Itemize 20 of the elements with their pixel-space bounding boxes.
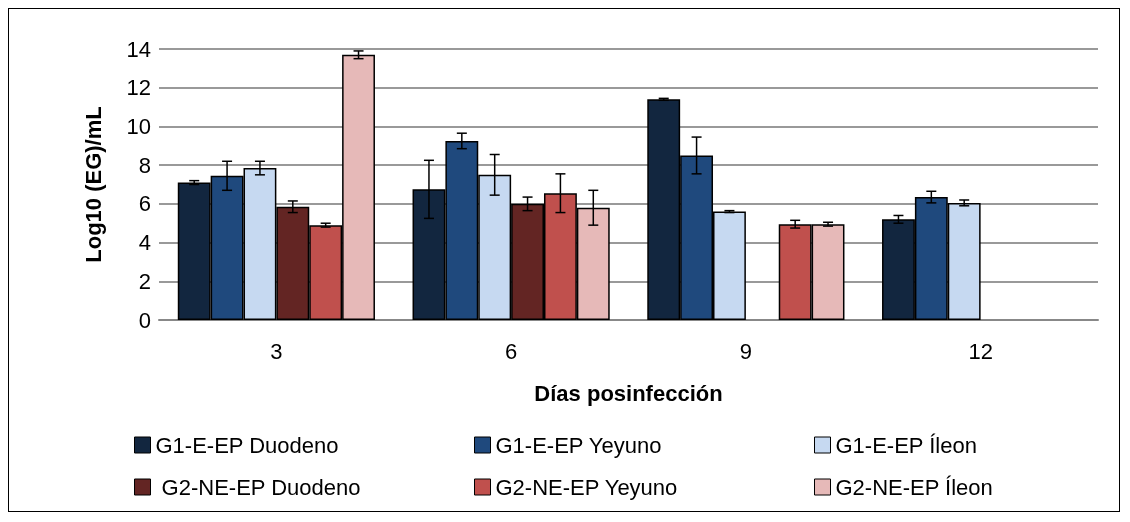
legend-label: G2-NE-EP Duodeno	[155, 474, 361, 500]
y-tick-label: 8	[138, 152, 151, 178]
legend-label: G1-E-EP Duodeno	[155, 432, 339, 458]
y-tick-label: 10	[126, 113, 151, 139]
y-tick-label: 6	[138, 191, 151, 217]
legend-label: G2-NE-EP Íleon	[835, 474, 993, 500]
x-tick-label: 12	[968, 338, 993, 364]
legend-label: G2-NE-EP Yeyuno	[495, 474, 678, 500]
y-axis-title: Log10 (EG)/mL	[80, 106, 106, 263]
x-tick-label: 9	[739, 338, 752, 364]
x-tick-label: 3	[270, 338, 283, 364]
y-tick-label: 4	[138, 230, 151, 256]
y-tick-label: 12	[126, 75, 151, 101]
x-tick-label: 6	[505, 338, 518, 364]
y-tick-label: 2	[138, 268, 151, 294]
legend-label: G1-E-EP Yeyuno	[495, 432, 662, 458]
y-tick-label: 0	[138, 307, 151, 333]
y-tick-label: 14	[126, 36, 151, 62]
legend-label: G1-E-EP Íleon	[835, 432, 977, 458]
x-axis-title: Días posinfección	[534, 380, 723, 406]
